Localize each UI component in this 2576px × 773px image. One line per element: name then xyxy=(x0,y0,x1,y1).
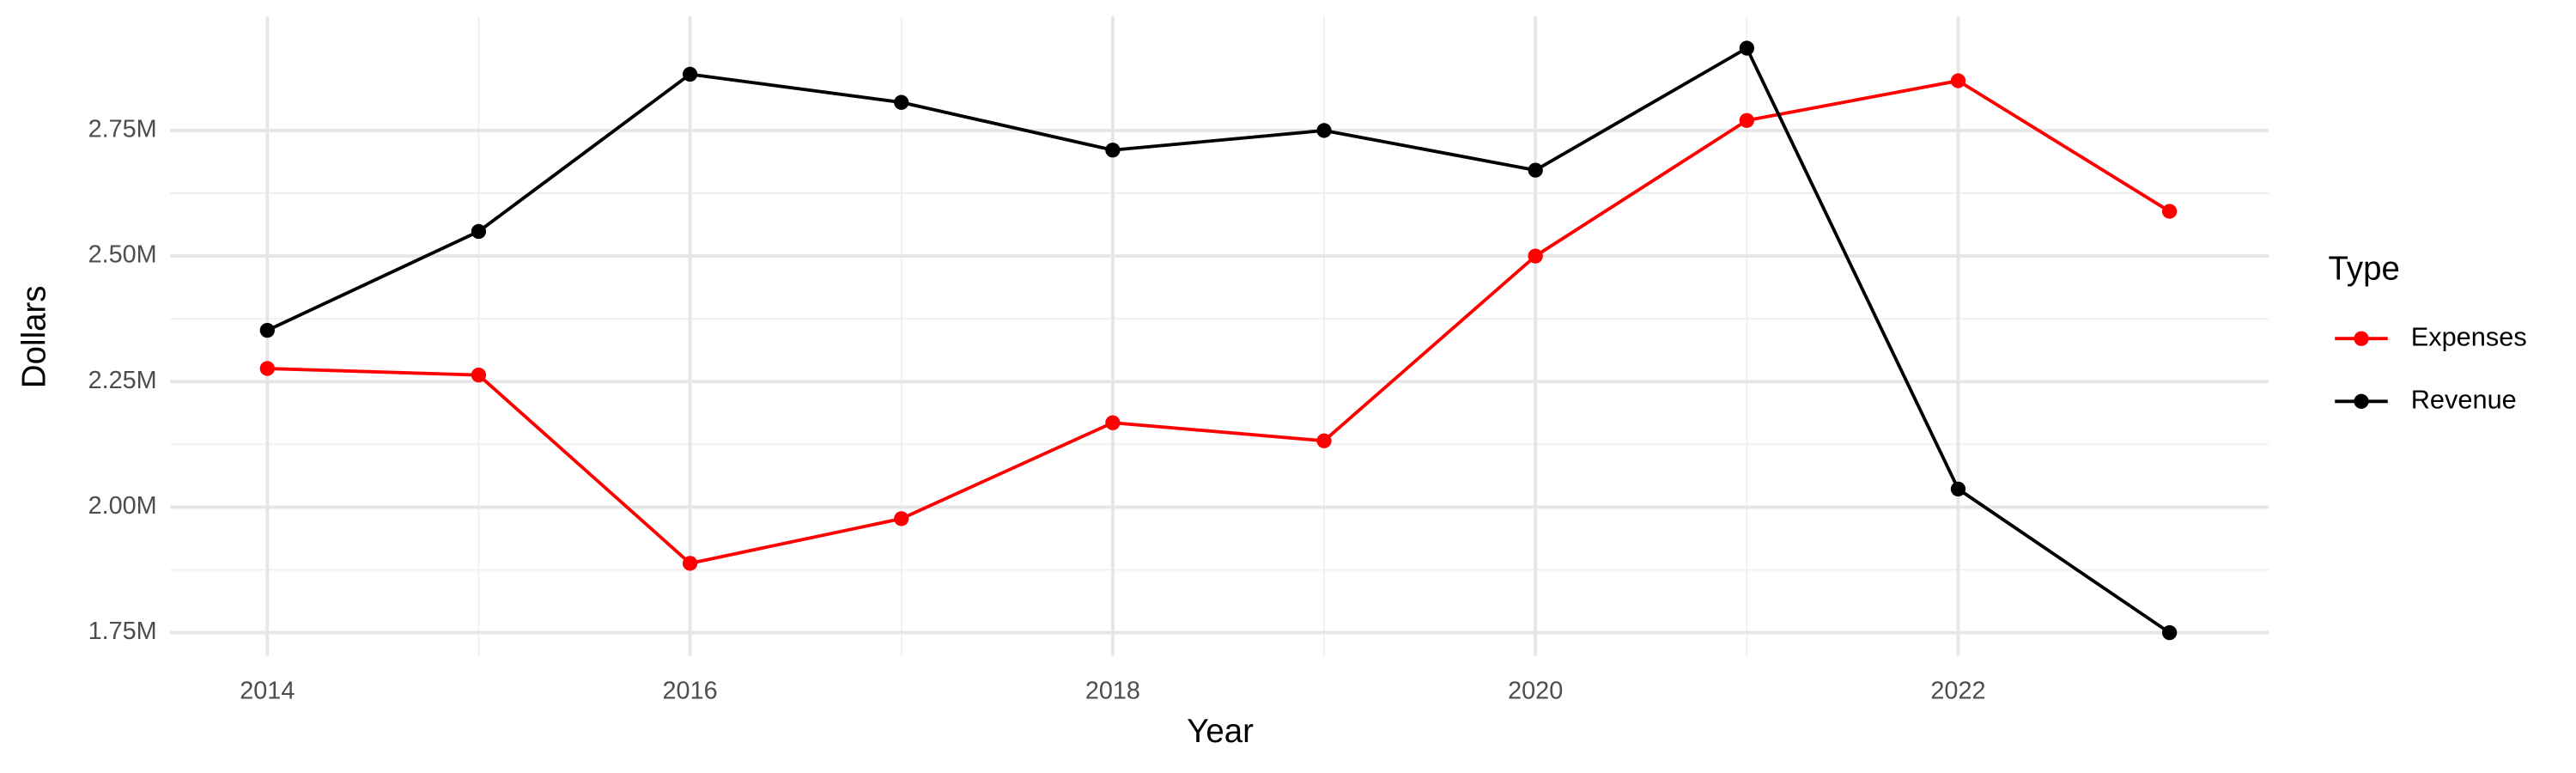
data-point xyxy=(894,511,909,526)
y-tick-label: 2.75M xyxy=(88,116,157,143)
data-point xyxy=(259,322,275,338)
data-point xyxy=(682,66,698,82)
y-tick-label: 2.25M xyxy=(88,367,157,394)
data-point xyxy=(259,361,275,376)
data-point xyxy=(2161,204,2178,219)
x-tick-label: 2016 xyxy=(663,677,718,704)
data-point xyxy=(1739,113,1754,128)
legend-title: Type xyxy=(2329,251,2400,288)
series-line xyxy=(266,46,2171,635)
legend-key-point xyxy=(2354,331,2369,346)
legend-label: Revenue xyxy=(2411,384,2517,414)
x-tick-label: 2022 xyxy=(1930,677,1985,704)
series-line xyxy=(267,79,2171,565)
x-tick-label: 2020 xyxy=(1508,677,1563,704)
y-tick-label: 2.00M xyxy=(88,492,157,520)
data-point xyxy=(1105,415,1121,430)
x-axis-title: Year xyxy=(1187,713,1254,750)
x-tick-label: 2014 xyxy=(240,677,295,704)
data-point xyxy=(1950,481,1966,497)
data-point xyxy=(894,94,909,110)
data-point xyxy=(1316,123,1332,138)
data-point xyxy=(471,368,487,383)
legend-key-point xyxy=(2354,393,2369,409)
y-tick-label: 1.75M xyxy=(88,618,157,645)
data-point xyxy=(471,223,487,240)
y-axis-title: Dollars xyxy=(15,285,52,388)
data-point xyxy=(1316,433,1332,448)
y-tick-label: 2.50M xyxy=(88,241,157,269)
data-point xyxy=(1528,162,1543,178)
data-point xyxy=(2161,624,2178,641)
data-point xyxy=(1105,143,1121,158)
x-tick-label: 2018 xyxy=(1085,677,1140,704)
data-point xyxy=(1528,248,1543,264)
data-point xyxy=(1739,40,1754,56)
data-point xyxy=(1950,73,1966,88)
legend-label: Expenses xyxy=(2411,321,2527,351)
data-point xyxy=(682,556,698,571)
